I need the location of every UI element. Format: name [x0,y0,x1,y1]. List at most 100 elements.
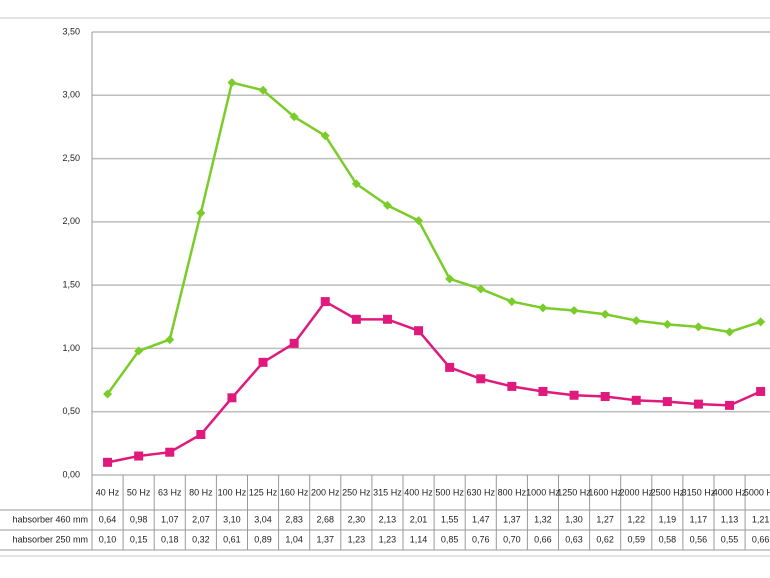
point [320,131,330,141]
table-value: 1,23 [379,534,397,544]
x-tick-label: 315 Hz [373,487,402,497]
table-value: 0,66 [534,534,552,544]
point [258,85,268,95]
table-value: 2,13 [379,514,397,524]
point [693,322,703,332]
x-tick-label: 80 Hz [189,487,213,497]
x-tick-label: 200 Hz [311,487,340,497]
point [196,429,206,439]
point [693,399,703,409]
y-tick-label: 3,00 [62,90,80,100]
table-value: 2,68 [316,514,334,524]
point [725,327,735,337]
table-value: 0,58 [659,534,677,544]
table-value: 2,01 [410,514,428,524]
point [351,179,361,189]
table-value: 1,30 [565,514,583,524]
point [756,386,766,396]
point [134,346,144,356]
point [662,397,672,407]
table-value: 0,56 [690,534,708,544]
point [103,457,113,467]
table-value: 1,04 [285,534,303,544]
x-tick-label: 2000 Hz [619,487,653,497]
point [569,390,579,400]
x-tick-label: 1600 Hz [588,487,622,497]
point [569,305,579,315]
point [227,78,237,88]
table-value: 0,62 [596,534,614,544]
y-tick-label: 0,50 [62,406,80,416]
point [538,303,548,313]
point [289,112,299,122]
series-line [106,81,762,395]
y-tick-label: 2,50 [62,153,80,163]
point [476,284,486,294]
point [631,316,641,326]
table-value: 1,27 [596,514,614,524]
point [476,374,486,384]
x-tick-label: 1000 Hz [526,487,560,497]
table-value: 0,32 [192,534,210,544]
x-tick-label: 400 Hz [404,487,433,497]
table-value: 1,37 [503,514,521,524]
x-tick-label: 125 Hz [249,487,278,497]
x-tick-label: 250 Hz [342,487,371,497]
point [258,357,268,367]
x-tick-label: 630 Hz [466,487,495,497]
point [725,400,735,410]
point [662,319,672,329]
x-tick-label: 800 Hz [498,487,527,497]
point [507,381,517,391]
x-tick-label: 40 Hz [96,487,120,497]
y-tick-label: 0,00 [62,469,80,479]
x-tick-label: 63 Hz [158,487,182,497]
row-label: habsorber 250 mm [12,534,88,544]
table-value: 0,85 [441,534,459,544]
table-value: 0,89 [254,534,272,544]
y-tick-label: 1,00 [62,343,80,353]
table-value: 1,19 [659,514,677,524]
table-value: 0,15 [130,534,148,544]
point [165,335,175,345]
table-value: 1,37 [316,534,334,544]
point [445,362,455,372]
point [600,309,610,319]
table-value: 1,14 [410,534,428,544]
table-value: 0,76 [472,534,490,544]
table-value: 1,21 [752,514,770,524]
table-value: 2,30 [348,514,366,524]
table-value: 2,83 [285,514,303,524]
point [165,447,175,457]
point [631,395,641,405]
table-value: 0,10 [99,534,117,544]
table-value: 1,22 [627,514,645,524]
point [538,386,548,396]
table-value: 1,55 [441,514,459,524]
table-value: 3,04 [254,514,272,524]
point [600,392,610,402]
point [756,317,766,327]
point [382,314,392,324]
table-value: 0,70 [503,534,521,544]
point [382,200,392,210]
x-tick-label: 4000 Hz [713,487,747,497]
table-value: 0,66 [752,534,770,544]
table-value: 1,47 [472,514,490,524]
table-value: 0,59 [627,534,645,544]
table-value: 3,10 [223,514,241,524]
table-value: 0,64 [99,514,117,524]
x-tick-label: 50 Hz [127,487,151,497]
table-value: 0,98 [130,514,148,524]
point [227,393,237,403]
table-value: 0,55 [721,534,739,544]
x-tick-label: 2500 Hz [651,487,685,497]
y-tick-label: 1,50 [62,280,80,290]
row-label: habsorber 460 mm [12,514,88,524]
table-value: 1,13 [721,514,739,524]
point [445,274,455,284]
y-tick-label: 2,00 [62,216,80,226]
table-value: 2,07 [192,514,210,524]
x-tick-label: 3150 Hz [682,487,716,497]
